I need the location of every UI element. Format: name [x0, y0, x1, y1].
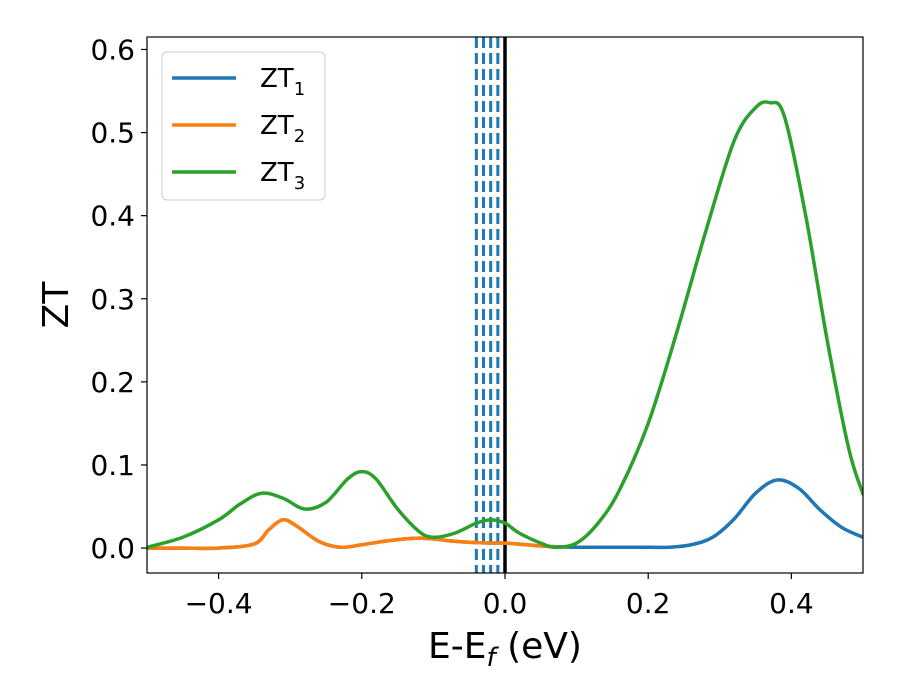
y-tick-label-2: 0.2: [90, 366, 135, 399]
x-tick-label-2: 0.0: [483, 587, 528, 620]
legend-box: [161, 51, 326, 201]
x-axis-title: E-Ef (eV): [428, 626, 582, 673]
y-tick-label-1: 0.1: [90, 449, 135, 482]
y-tick-label-3: 0.3: [90, 283, 135, 316]
series-line-3: [147, 100, 863, 549]
series-lines: [147, 100, 863, 551]
y-tick-label-6: 0.6: [90, 33, 135, 66]
x-axis-title-main: E-E: [428, 626, 486, 667]
y-axis-ticks: 0.0 0.1 0.2 0.3 0.4 0.5 0.6: [90, 33, 147, 565]
x-tick-label-4: 0.4: [769, 587, 814, 620]
x-axis-ticks: −0.4 −0.2 0.0 0.2 0.4: [185, 573, 814, 620]
x-tick-label-1: −0.2: [328, 587, 396, 620]
series-line-2: [147, 518, 565, 551]
y-tick-label-5: 0.5: [90, 117, 135, 150]
y-axis-title: ZT: [36, 281, 77, 329]
y-tick-label-0: 0.0: [90, 532, 135, 565]
x-axis-title-unit: (eV): [496, 626, 582, 667]
x-tick-label-3: 0.2: [626, 587, 671, 620]
x-tick-label-0: −0.4: [185, 587, 253, 620]
y-tick-label-4: 0.4: [90, 200, 135, 233]
reference-lines: [474, 37, 507, 573]
